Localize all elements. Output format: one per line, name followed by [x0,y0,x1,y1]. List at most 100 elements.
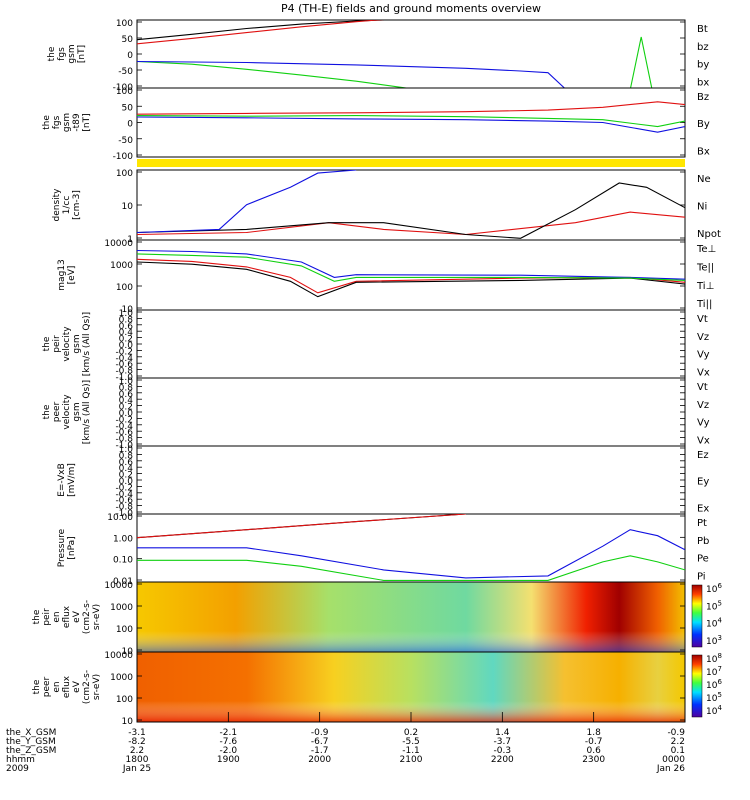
y-tick-label: -100 [113,152,134,162]
x-tick-label: 0.1 [671,746,685,756]
legend-entry: Te⊥ [696,244,716,255]
series-line-Bx [137,116,685,133]
y-tick-label: 0.0 [119,477,134,487]
legend-entry: Ey [697,477,709,488]
y-tick-label: -1.0 [115,509,133,519]
x-tick-label: 2100 [400,755,423,765]
y-axis-label-line: E=-VxB [57,463,67,497]
y-tick-label: 0.8 [119,383,134,393]
panel-6: the peer velocity gsm [km/s (All Qs)] [42,377,686,447]
y-tick-label: 0.0 [119,341,134,351]
y-tick-label: -0.6 [115,360,133,370]
legend-entry: Vt [697,314,708,325]
legend-entry: Pt [697,518,707,529]
x-tick-label: 2300 [582,755,605,765]
y-tick-label: 0.2 [119,335,133,345]
y-tick-label: 0.4 [119,328,134,338]
y-tick-label: 100 [116,87,133,97]
y-tick-label: 0 [127,120,133,130]
y-axis-label-line: gsm [62,113,72,132]
y-tick-label: -50 [118,67,133,77]
legend-entry: Ex [697,503,709,514]
y-tick-label: 50 [122,35,134,45]
series-line-Npot [137,170,357,234]
y-tick-label: 1000 [110,603,133,613]
colorbar-tick-exponent: 5 [717,691,721,699]
chart-title: P4 (TH-E) fields and ground moments over… [281,2,541,15]
legend-entry: Vx [697,367,710,378]
y-tick-label: -0.2 [115,415,133,425]
y-axis-label-line: the [42,336,52,351]
y-axis-label-line: eflux [62,605,72,628]
y-tick-label: -0.4 [115,422,133,432]
y-axis-label-line: [km/s (All Qs)] [82,312,92,376]
y-axis-label-line: en [52,611,62,622]
legend-entry: Ti|| [696,299,712,310]
y-axis-label-line: (cm2-s- [82,670,92,704]
y-tick-label: 1.0 [119,309,134,319]
x-axis-row-label: the_X_GSM [6,728,56,738]
x-tick-label: -0.3 [494,746,512,756]
colorbar-tick-label: 107 [706,665,722,678]
x-tick-label: 0.2 [404,728,418,738]
y-axis-label-line: velocity [62,394,72,430]
x-tick-label: -3.1 [128,728,146,738]
colorbar-tick-label: 103 [706,634,722,647]
y-tick-label: 1.0 [119,445,134,455]
y-tick-label: 100 [116,695,133,705]
series-line-Pi [137,529,685,579]
panel-frame [136,309,686,379]
series-line-Ti|| [137,253,685,282]
y-tick-label: 10 [122,647,134,657]
y-axis-label-line: mag13 [57,259,67,290]
legend-entry: Vz [697,332,709,343]
y-axis-label-line: the [32,609,42,624]
series-line-Ti⊥ [137,249,685,280]
series-line-bz [137,20,385,45]
y-tick-label: 1.00 [113,534,133,544]
y-tick-label: -0.8 [115,435,133,445]
y-tick-label: -0.4 [115,490,133,500]
y-tick-label: 100 [116,169,133,179]
series-line-Te|| [137,261,685,298]
y-tick-label: 0.2 [119,471,133,481]
y-axis-label-line: Pressure [57,528,67,567]
y-tick-label: 1000 [110,673,133,683]
panel-9: the peir en eflux eV (cm2-s-sr-eV) [32,581,703,653]
spectrogram-overlay [137,652,685,722]
y-tick-label: 0.6 [119,322,134,332]
y-axis-label-line: peer [42,676,52,697]
x-tick-label: -0.9 [667,728,685,738]
x-tick-label: -0.7 [585,737,603,747]
y-axis-label-line: [mV/m] [67,463,77,497]
y-tick-label: -100 [113,83,134,93]
y-tick-label: 0.4 [119,396,134,406]
y-axis-label: the peer en eflux eV (cm2-s-sr-eV) [32,670,102,704]
y-axis-label-line: (cm2-s- [82,600,92,634]
colorbar-tick-label: 104 [706,704,722,717]
colorbar-tick-exponent: 6 [717,678,722,686]
y-tick-label: 1000 [110,261,133,271]
series-line-Bz [137,101,685,115]
x-tick-label: -7.6 [220,737,238,747]
legend-entry: Pb [697,536,709,547]
legend-entry: Vz [697,400,709,411]
y-axis-label-line: the [32,679,42,694]
x-tick-label: -8.2 [128,737,146,747]
y-axis-label-line: [km/s (All Qs)] [82,380,92,444]
x-tick-label: 2000 [308,755,331,765]
y-axis-label-line: fgs [57,47,67,61]
series-line-By [137,115,685,128]
y-axis-label-line: peir [42,608,52,626]
x-axis-row-label: hhmm [6,755,35,765]
panel-1: the fgs gsm [nT] [47,19,686,89]
y-axis-label-line: 1/cc [62,196,72,215]
y-tick-label: -0.4 [115,354,133,364]
colorbar-tick-label: 106 [706,582,722,595]
panel-8: Pressure [nPa] [57,513,686,583]
y-tick-label: 1 [127,235,133,245]
y-axis-label: the peer velocity gsm [km/s (All Qs)] [42,380,92,444]
x-tick-label: 0000 [662,755,685,765]
panel-10: the peer en eflux eV (cm2-s-sr-eV) [32,651,703,723]
